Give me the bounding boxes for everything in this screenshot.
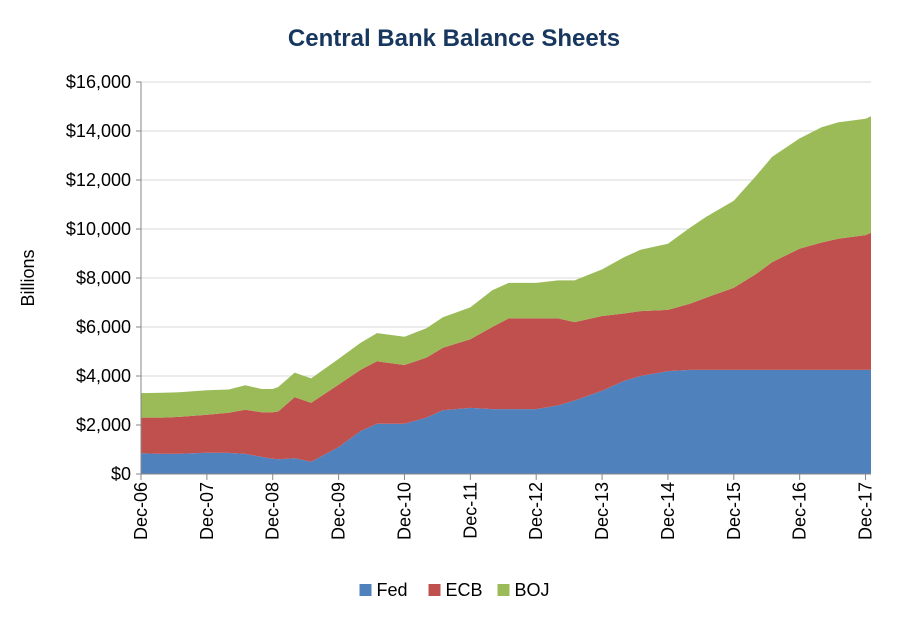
x-tick-label: Dec-16 [790, 482, 810, 540]
area-series [141, 116, 871, 474]
y-tick-label: $2,000 [76, 415, 131, 435]
x-axis-tick-labels: Dec-06 Dec-07 Dec-08 Dec-09 Dec-10 Dec-11 Dec-… [131, 482, 876, 540]
legend-swatch-boj [497, 584, 510, 596]
y-axis-label: Billions [18, 249, 38, 306]
legend: Fed ECB BOJ [359, 580, 550, 600]
y-tick-label: $16,000 [66, 72, 131, 92]
legend-swatch-fed [359, 584, 372, 596]
area-ecb [141, 232, 871, 462]
area-boj [141, 116, 871, 418]
x-tick-label: Dec-07 [197, 482, 217, 540]
x-tick-label: Dec-12 [526, 482, 546, 540]
legend-label-fed: Fed [377, 580, 408, 600]
y-tick-label: $0 [111, 464, 131, 484]
x-tick-label: Dec-17 [856, 482, 876, 540]
x-tick-label: Dec-13 [592, 482, 612, 540]
axes [136, 81, 871, 480]
legend-label-boj: BOJ [515, 580, 550, 600]
x-tick-label: Dec-10 [394, 482, 414, 540]
x-tick-label: Dec-08 [263, 482, 283, 540]
y-tick-label: $8,000 [76, 268, 131, 288]
y-tick-label: $4,000 [76, 366, 131, 386]
y-tick-label: $6,000 [76, 317, 131, 337]
x-tick-label: Dec-14 [658, 482, 678, 540]
x-tick-label: Dec-15 [724, 482, 744, 540]
legend-label-ecb: ECB [446, 580, 483, 600]
y-tick-label: $12,000 [66, 170, 131, 190]
chart-title: Central Bank Balance Sheets [288, 25, 620, 52]
y-tick-label: $10,000 [66, 219, 131, 239]
x-tick-label: Dec-11 [460, 482, 480, 539]
area-fed [141, 369, 871, 474]
x-tick-label: Dec-09 [329, 482, 349, 540]
y-axis-tick-labels: $0 $2,000 $4,000 $6,000 $8,000 $10,000 $12,000… [66, 72, 131, 484]
y-tick-label: $14,000 [66, 121, 131, 141]
x-tick-label: Dec-06 [131, 482, 151, 540]
legend-swatch-ecb [428, 584, 441, 596]
